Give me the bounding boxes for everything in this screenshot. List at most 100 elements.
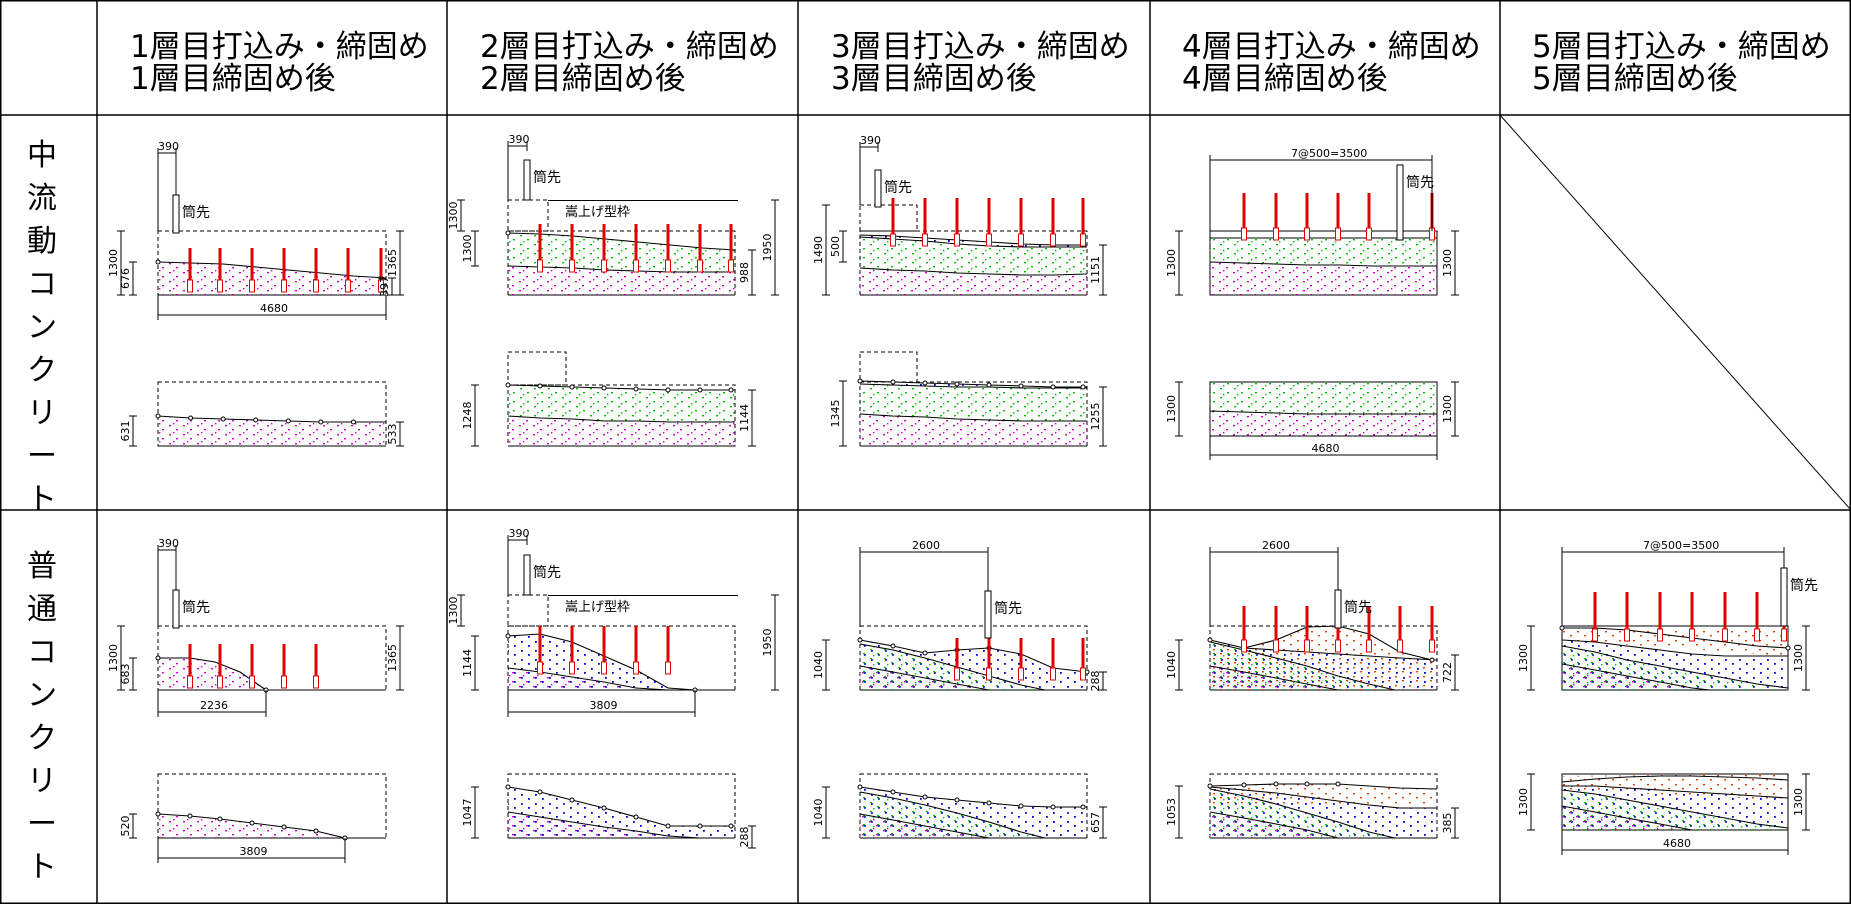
vibrator-head [601, 661, 607, 675]
survey-point [633, 386, 639, 392]
layer-surface-line [1561, 789, 1789, 829]
survey-point [890, 379, 896, 385]
survey-point [857, 637, 863, 643]
vibrator-head [537, 259, 543, 273]
survey-point [505, 784, 511, 790]
vibrator-head [633, 661, 639, 675]
concrete-layer [860, 414, 1087, 446]
layer-surface-line [859, 380, 1087, 388]
dimension-label: 390 [509, 133, 530, 146]
dimension-label: 4680 [260, 302, 288, 315]
vibrator-head [697, 259, 703, 273]
vibrator-head [281, 675, 287, 689]
vibrator-head [1335, 639, 1341, 653]
vibrator-head [1241, 227, 1247, 241]
dimension-label: 1300 [1517, 788, 1530, 816]
vibrator-head [345, 279, 351, 293]
concrete-layer [860, 237, 1087, 275]
dimension-label: 1365 [386, 644, 399, 672]
column-header-2: 2層目打込み・締固め 2層目締固め後 [480, 29, 779, 97]
survey-point [350, 419, 356, 425]
vibrator-head [890, 233, 896, 247]
dimension-label: 1300 [1165, 395, 1178, 423]
dimension-label: 1300 [107, 249, 120, 277]
layer-surface-line [859, 813, 990, 839]
vibrator-head [1335, 227, 1341, 241]
concrete-layer [1210, 382, 1437, 414]
vibrator-head [665, 661, 671, 675]
dimension-label: 288 [1089, 671, 1102, 692]
survey-point [188, 415, 194, 421]
survey-point [601, 385, 607, 391]
concrete-layer [1562, 774, 1788, 800]
vibrator-head [378, 279, 384, 293]
survey-point [1018, 383, 1024, 389]
layer-surface-line [1209, 786, 1437, 809]
survey-point [633, 814, 639, 820]
survey-point [697, 387, 703, 393]
vibrator-head [187, 675, 193, 689]
dimension-label: 520 [119, 816, 132, 837]
dimension-label: 1950 [761, 629, 774, 657]
raised-form [507, 199, 549, 232]
layer-surface-line [158, 657, 267, 691]
vibrator-head [1050, 233, 1056, 247]
vibrator-head [537, 661, 543, 675]
layer-surface-line [859, 236, 1087, 248]
dimension-label: 397 [378, 276, 391, 297]
dimension-label: 7@500=3500 [1291, 147, 1367, 160]
survey-point [890, 789, 896, 795]
layer-surface-line [1209, 410, 1437, 415]
dimension-label: 1144 [461, 649, 474, 677]
survey-point [1207, 783, 1213, 789]
vibrator-head [954, 233, 960, 247]
survey-point [318, 419, 324, 425]
concrete-layer [508, 385, 735, 422]
layer-surface-line [1209, 639, 1438, 661]
survey-point [281, 824, 287, 830]
nozzle-pipe [1780, 567, 1788, 627]
dimension-label: 4680 [1312, 442, 1340, 455]
vibrator-head [1397, 639, 1403, 653]
dimension-label: 3809 [590, 699, 618, 712]
dimension-label: 1300 [447, 597, 460, 625]
dimension-label: 390 [509, 527, 530, 540]
layer-surface-line [1209, 261, 1437, 267]
layer-surface-line [1209, 783, 1438, 790]
dimension-label: 631 [119, 421, 132, 442]
vibrator-head [281, 279, 287, 293]
survey-point [187, 813, 193, 819]
vibrator-head [1304, 227, 1310, 241]
vibrator-head [665, 259, 671, 273]
layer-surface-line [1209, 665, 1339, 691]
vibrator-head [1657, 628, 1663, 642]
dimension-label: 1300 [1165, 249, 1178, 277]
dimension-label: 1144 [738, 404, 751, 432]
layer-surface-line [1561, 663, 1711, 691]
survey-point [155, 655, 161, 661]
survey-point [1050, 384, 1056, 390]
survey-point [601, 805, 607, 811]
vibrator-head [1781, 628, 1787, 642]
survey-point [1207, 637, 1213, 643]
dimension-label: 2600 [912, 539, 940, 552]
row-label-normal-concrete: 普通コンクリート [27, 549, 57, 885]
dimension-label: 1300 [1517, 644, 1530, 672]
dimension-label: 1300 [447, 202, 460, 230]
vibrator-head [1689, 628, 1695, 642]
dimension-label: 1053 [1165, 798, 1178, 826]
dimension-label: 390 [860, 134, 881, 147]
survey-point [857, 378, 863, 384]
vibrator-head [1241, 639, 1247, 653]
survey-point [1785, 645, 1791, 651]
dimension-label: 1300 [107, 644, 120, 672]
survey-point [890, 643, 896, 649]
survey-point [155, 811, 161, 817]
nozzle-pipe [523, 159, 531, 201]
survey-point [285, 418, 291, 424]
survey-point [1429, 657, 1435, 663]
vibrator-head [633, 259, 639, 273]
row-label-medium-fluidity-concrete: 中流動コンクリート [27, 138, 57, 517]
survey-point [537, 383, 543, 389]
